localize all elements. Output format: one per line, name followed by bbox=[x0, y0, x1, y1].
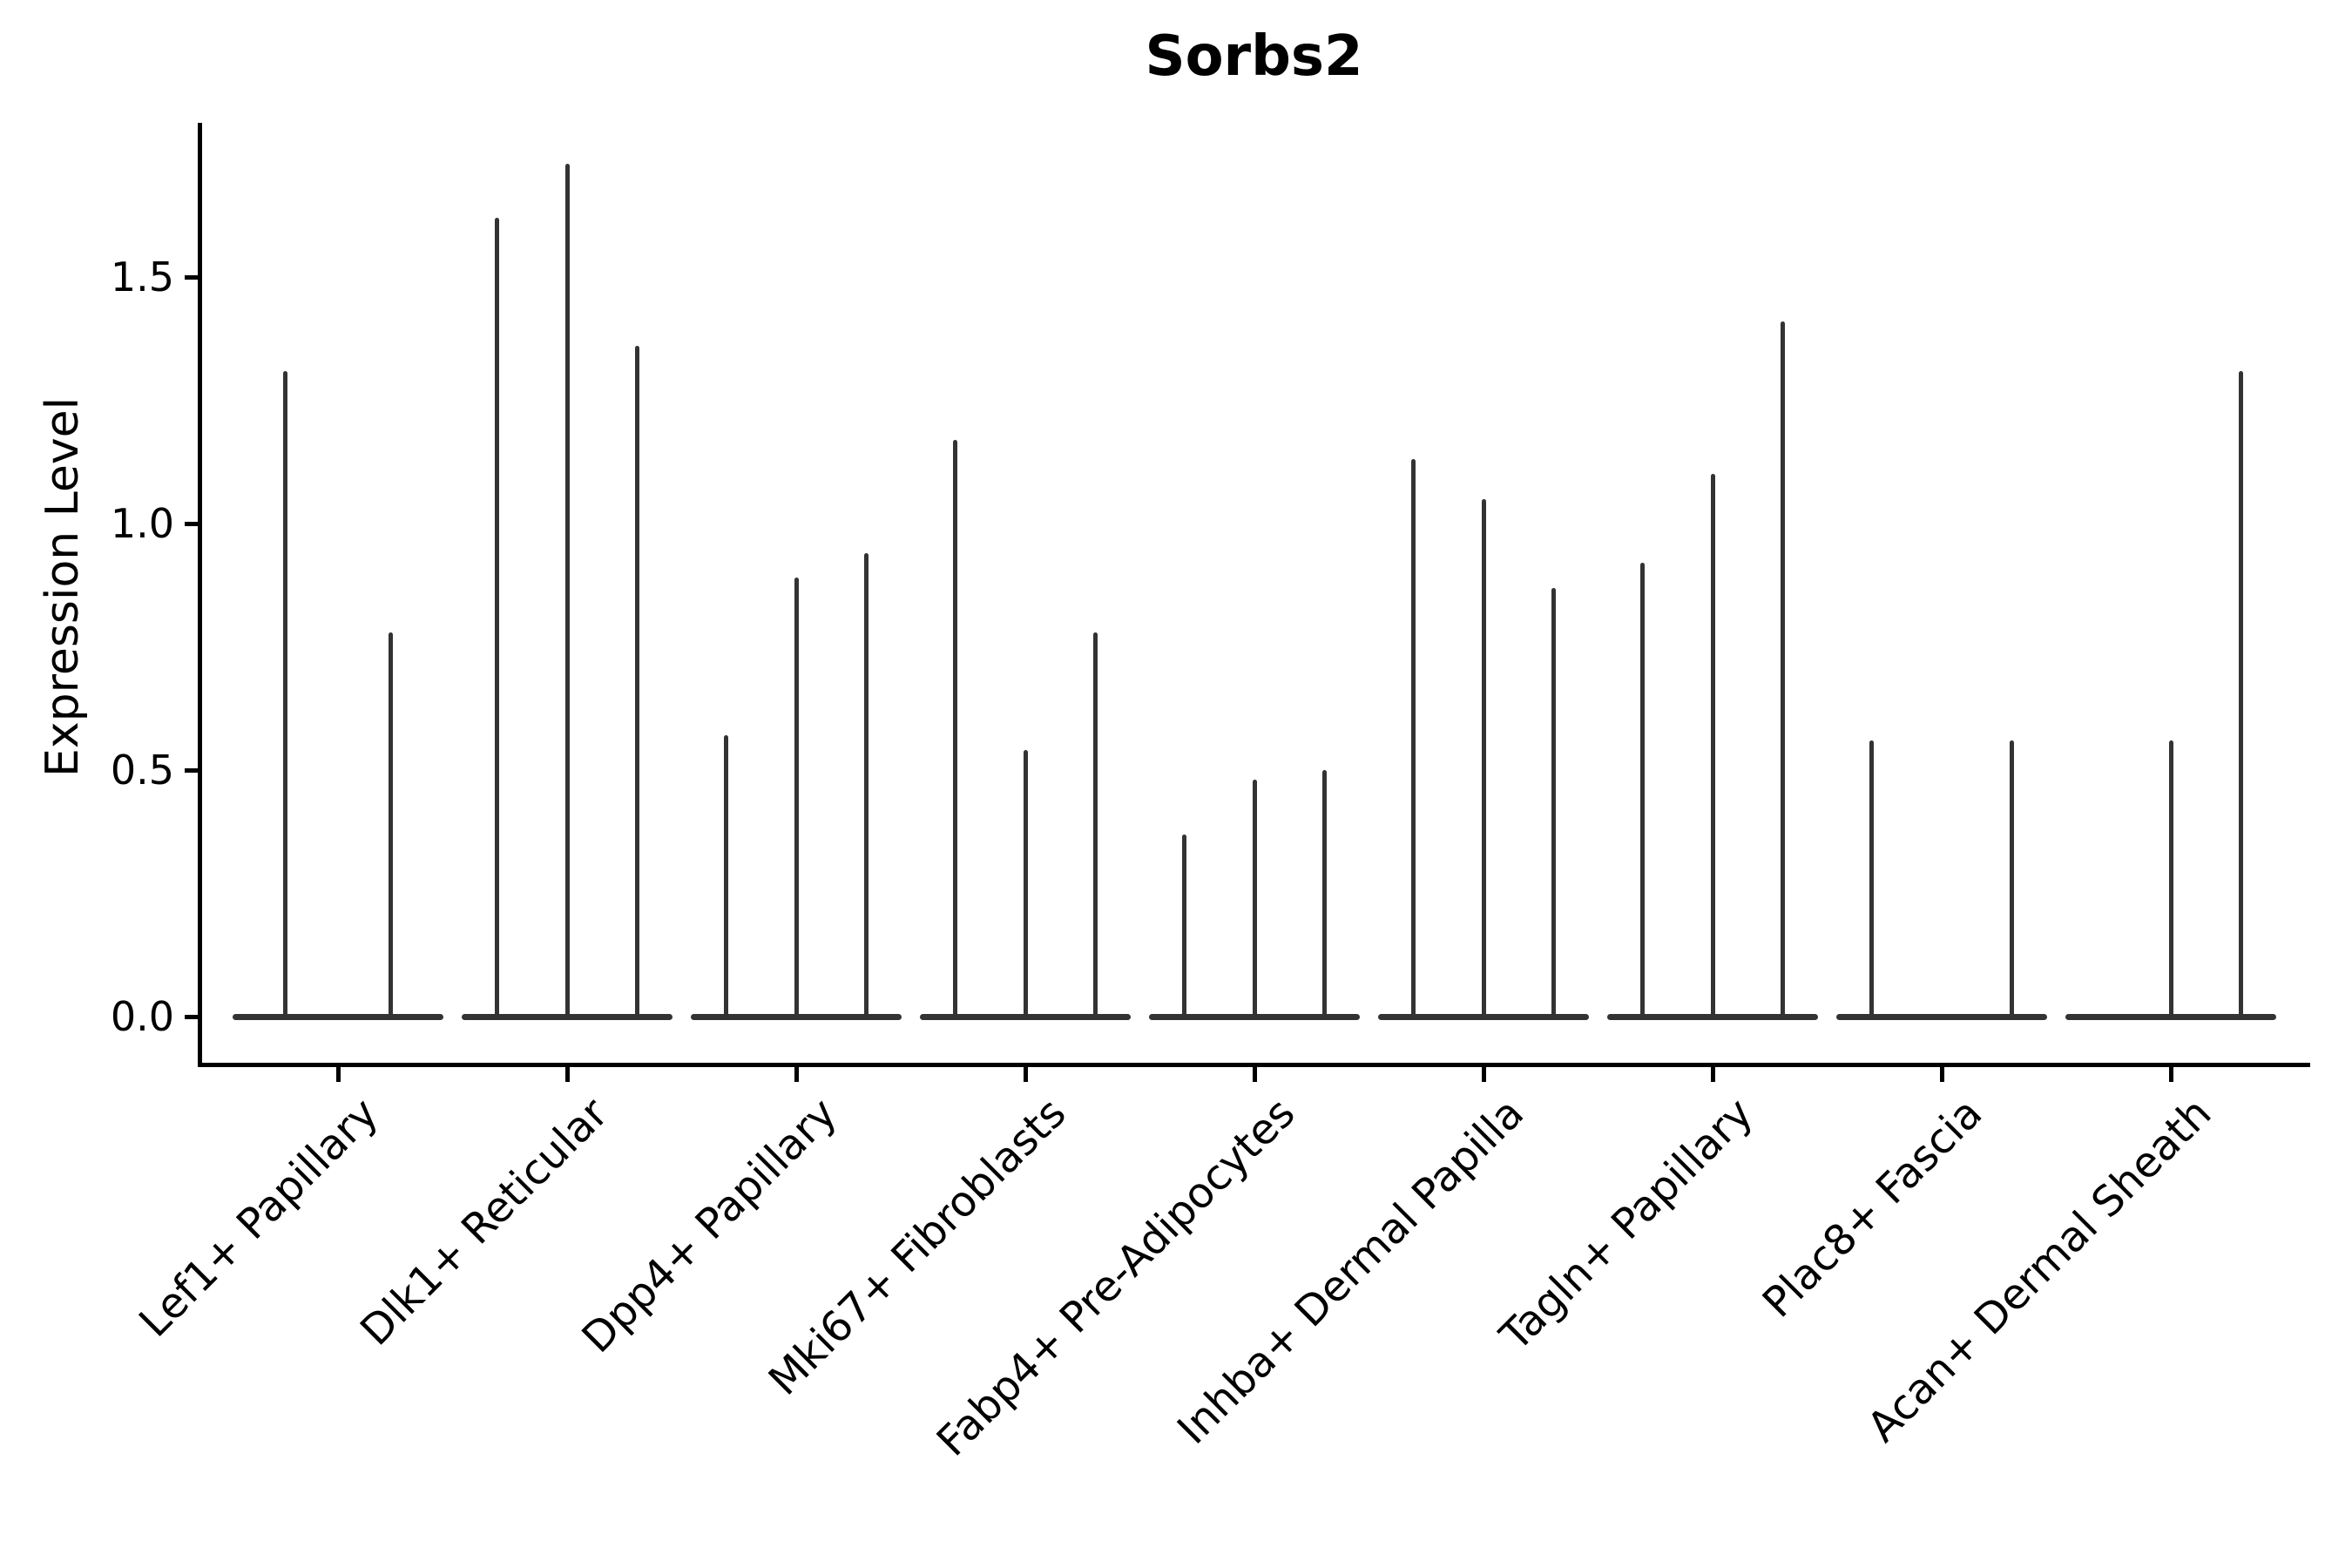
y-axis-tick bbox=[185, 1015, 198, 1019]
violin-spike bbox=[1182, 835, 1186, 1020]
violin-spike bbox=[1869, 740, 1874, 1020]
y-axis-tick-label: 1.0 bbox=[110, 500, 174, 547]
violin-spike bbox=[2239, 371, 2243, 1020]
violin-spike bbox=[1322, 770, 1327, 1020]
chart-title: Sorbs2 bbox=[1145, 24, 1363, 89]
violin-spike bbox=[1711, 474, 1715, 1020]
violin-spike bbox=[635, 346, 639, 1020]
violin-spike bbox=[1093, 632, 1098, 1020]
x-axis-tick bbox=[1024, 1067, 1028, 1082]
violin-spike bbox=[389, 632, 393, 1020]
violin-spike bbox=[1411, 459, 1416, 1020]
x-axis-tick bbox=[1253, 1067, 1257, 1082]
x-axis-tick bbox=[1940, 1067, 1944, 1082]
violin-spike bbox=[794, 578, 799, 1020]
y-axis-tick bbox=[185, 522, 198, 526]
violin-spike bbox=[1024, 750, 1028, 1020]
violin-spike bbox=[2169, 740, 2173, 1020]
x-axis-tick bbox=[336, 1067, 341, 1082]
violin-spike bbox=[283, 371, 287, 1020]
x-axis-tick bbox=[1482, 1067, 1486, 1082]
x-axis-category-label: Lef1+ Papillary bbox=[130, 1088, 389, 1347]
y-axis-spine bbox=[198, 123, 202, 1067]
y-axis-label: Expression Level bbox=[37, 396, 89, 778]
violin-spike bbox=[953, 440, 957, 1020]
y-axis-tick bbox=[185, 275, 198, 280]
violin-spike bbox=[2010, 740, 2014, 1020]
x-axis-spine bbox=[198, 1063, 2310, 1067]
violin-spike bbox=[1781, 321, 1785, 1020]
x-axis-category-label: Dlk1+ Reticular bbox=[350, 1088, 618, 1355]
violin-spike bbox=[1551, 588, 1556, 1020]
x-axis-tick bbox=[565, 1067, 570, 1082]
violin-spike bbox=[1640, 563, 1645, 1020]
violin-spike bbox=[1253, 780, 1257, 1020]
y-axis-tick-label: 0.0 bbox=[110, 993, 174, 1040]
violin-spike bbox=[1482, 499, 1486, 1020]
violin-spike bbox=[864, 553, 868, 1020]
violin-spike bbox=[724, 735, 728, 1020]
x-axis-tick bbox=[2169, 1067, 2173, 1082]
x-axis-tick bbox=[794, 1067, 799, 1082]
violin-spike bbox=[495, 218, 499, 1020]
x-axis-category-label: Tagln+ Papillary bbox=[1490, 1088, 1763, 1361]
x-axis-category-label: Dpp4+ Papillary bbox=[572, 1088, 847, 1362]
x-axis-tick bbox=[1711, 1067, 1715, 1082]
violin-baseline bbox=[233, 1014, 443, 1020]
violin-spike bbox=[565, 164, 570, 1020]
violin-baseline bbox=[1836, 1014, 2047, 1020]
y-axis-tick-label: 0.5 bbox=[110, 747, 174, 794]
y-axis-tick bbox=[185, 768, 198, 773]
x-axis-category-label: Plac8+ Fascia bbox=[1753, 1088, 1992, 1328]
y-axis-tick-label: 1.5 bbox=[110, 253, 174, 301]
